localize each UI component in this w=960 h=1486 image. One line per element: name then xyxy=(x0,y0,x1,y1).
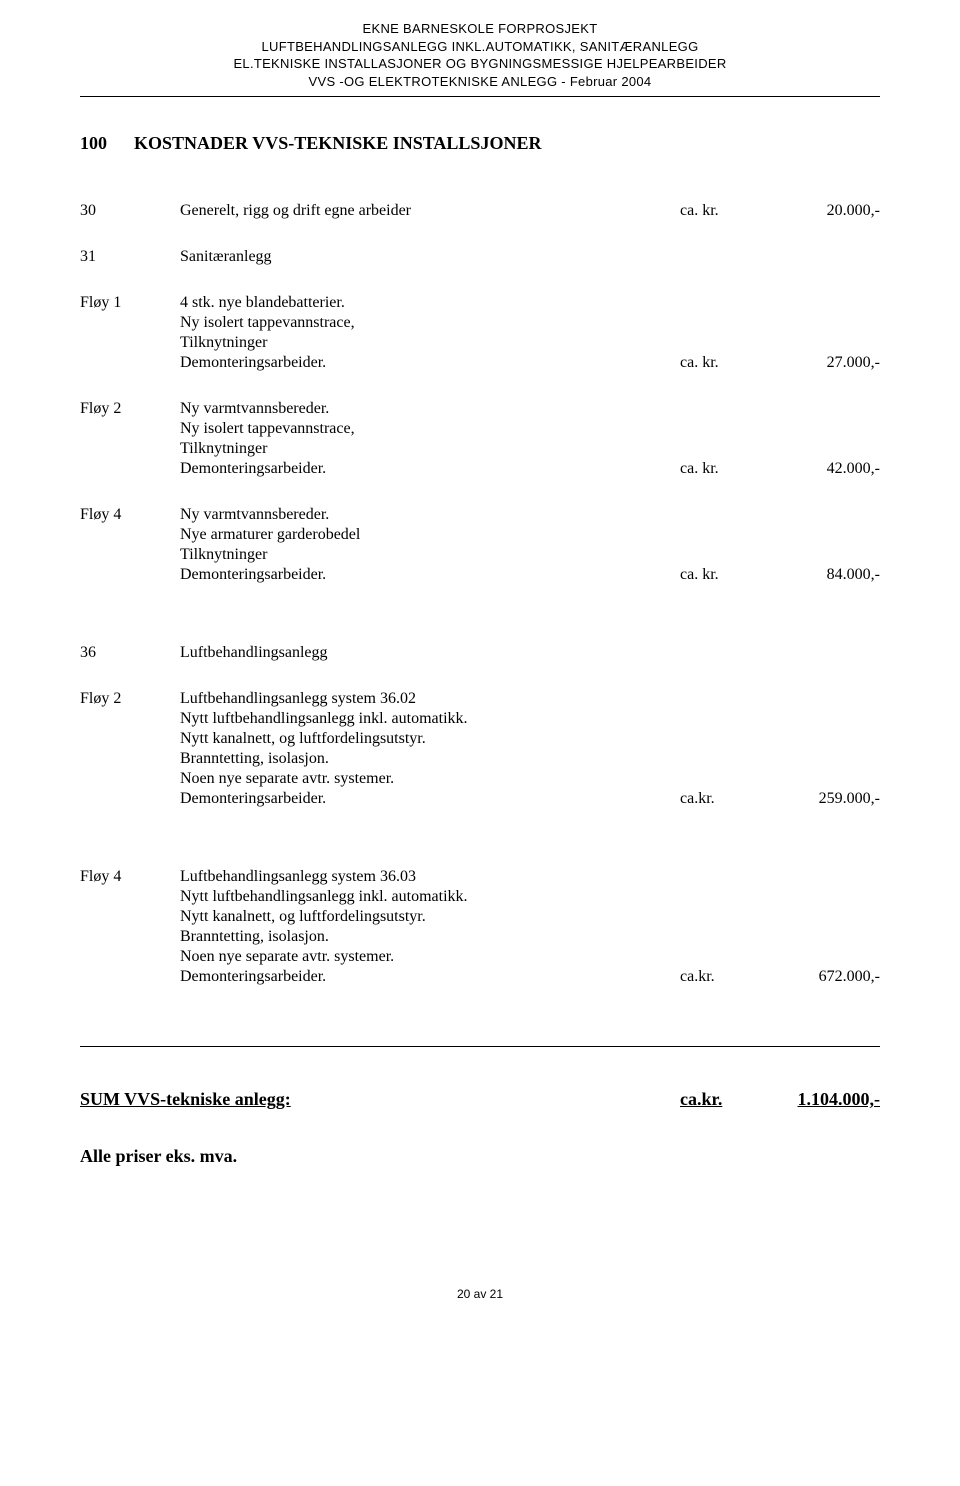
item-currency: ca. kr. xyxy=(680,354,750,372)
cost-items-group-2: 36 Luftbehandlingsanlegg Fløy 2 Luftbeha… xyxy=(80,644,880,808)
item-amount: 259.000,- xyxy=(750,790,880,808)
item-amount: 672.000,- xyxy=(750,968,880,986)
item-code: Fløy 1 xyxy=(80,294,180,312)
prices-ex-vat-note: Alle priser eks. mva. xyxy=(80,1146,880,1167)
item-desc: Branntetting, isolasjon. xyxy=(180,928,680,946)
item-desc: Luftbehandlingsanlegg system 36.03 xyxy=(180,868,680,886)
header-line-1: EKNE BARNESKOLE FORPROSJEKT xyxy=(80,20,880,38)
item-desc: Ny isolert tappevannstrace, xyxy=(180,420,680,438)
main-section-title: KOSTNADER VVS-TEKNISKE INSTALLSJONER xyxy=(134,133,541,153)
sum-row: SUM VVS-tekniske anlegg: ca.kr. 1.104.00… xyxy=(80,1089,880,1110)
item-desc: Nytt kanalnett, og luftfordelingsutstyr. xyxy=(180,908,680,926)
item-currency: ca. kr. xyxy=(680,566,750,584)
item-desc: Demonteringsarbeider. xyxy=(180,460,680,478)
item-desc: Demonteringsarbeider. xyxy=(180,968,680,986)
item-code: 36 xyxy=(80,644,180,662)
header-line-4: VVS -OG ELEKTROTEKNISKE ANLEGG - Februar… xyxy=(80,73,880,91)
item-desc: Nytt luftbehandlingsanlegg inkl. automat… xyxy=(180,710,680,728)
item-desc: Tilknytninger xyxy=(180,334,680,352)
item-desc: Ny isolert tappevannstrace, xyxy=(180,314,680,332)
item-desc: Sanitæranlegg xyxy=(180,248,680,266)
item-desc: Nye armaturer garderobedel xyxy=(180,526,680,544)
item-desc: 4 stk. nye blandebatterier. xyxy=(180,294,680,312)
document-header: EKNE BARNESKOLE FORPROSJEKT LUFTBEHANDLI… xyxy=(80,20,880,97)
sum-amount: 1.104.000,- xyxy=(750,1089,880,1110)
item-amount: 84.000,- xyxy=(750,566,880,584)
header-line-3: EL.TEKNISKE INSTALLASJONER OG BYGNINGSME… xyxy=(80,55,880,73)
item-code: 31 xyxy=(80,248,180,266)
item-currency: ca.kr. xyxy=(680,790,750,808)
main-section-heading: 100 KOSTNADER VVS-TEKNISKE INSTALLSJONER xyxy=(80,133,880,154)
item-desc: Demonteringsarbeider. xyxy=(180,566,680,584)
item-amount: 42.000,- xyxy=(750,460,880,478)
item-desc: Tilknytninger xyxy=(180,440,680,458)
item-desc: Tilknytninger xyxy=(180,546,680,564)
item-currency: ca.kr. xyxy=(680,968,750,986)
item-desc: Demonteringsarbeider. xyxy=(180,790,680,808)
item-desc: Noen nye separate avtr. systemer. xyxy=(180,948,680,966)
item-desc: Luftbehandlingsanlegg xyxy=(180,644,680,662)
item-code: Fløy 4 xyxy=(80,868,180,886)
divider xyxy=(80,1046,880,1047)
item-desc: Noen nye separate avtr. systemer. xyxy=(180,770,680,788)
item-currency: ca. kr. xyxy=(680,202,750,220)
item-desc: Generelt, rigg og drift egne arbeider xyxy=(180,202,680,220)
item-desc: Demonteringsarbeider. xyxy=(180,354,680,372)
item-amount: 20.000,- xyxy=(750,202,880,220)
item-desc: Branntetting, isolasjon. xyxy=(180,750,680,768)
item-amount: 27.000,- xyxy=(750,354,880,372)
item-desc: Luftbehandlingsanlegg system 36.02 xyxy=(180,690,680,708)
item-code: Fløy 2 xyxy=(80,690,180,708)
item-currency: ca. kr. xyxy=(680,460,750,478)
item-desc: Ny varmtvannsbereder. xyxy=(180,400,680,418)
item-amount xyxy=(750,248,880,266)
item-currency xyxy=(680,248,750,266)
cost-items-group-3: Fløy 4 Luftbehandlingsanlegg system 36.0… xyxy=(80,868,880,986)
item-code: 30 xyxy=(80,202,180,220)
item-desc: Nytt kanalnett, og luftfordelingsutstyr. xyxy=(180,730,680,748)
item-desc: Ny varmtvannsbereder. xyxy=(180,506,680,524)
header-line-2: LUFTBEHANDLINGSANLEGG INKL.AUTOMATIKK, S… xyxy=(80,38,880,56)
page-number: 20 av 21 xyxy=(80,1287,880,1301)
item-desc: Nytt luftbehandlingsanlegg inkl. automat… xyxy=(180,888,680,906)
cost-items-group-1: 30 Generelt, rigg og drift egne arbeider… xyxy=(80,202,880,584)
sum-currency: ca.kr. xyxy=(680,1089,750,1110)
main-section-code: 100 xyxy=(80,133,107,153)
item-code: Fløy 2 xyxy=(80,400,180,418)
sum-label: SUM VVS-tekniske anlegg: xyxy=(80,1089,680,1110)
item-code: Fløy 4 xyxy=(80,506,180,524)
